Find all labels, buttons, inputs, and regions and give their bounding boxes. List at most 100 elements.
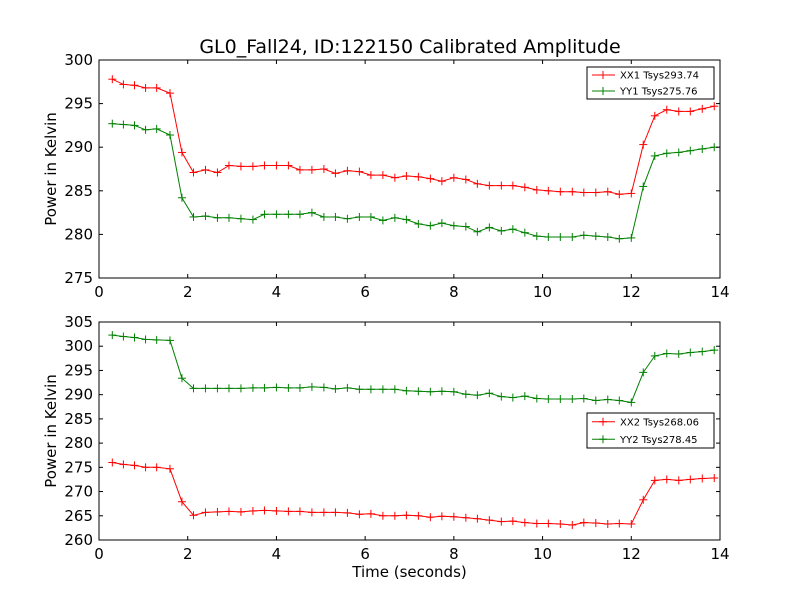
x-tick-label: 4 xyxy=(272,545,282,563)
x-tick-label: 8 xyxy=(449,545,459,563)
data-point xyxy=(355,167,364,176)
y-tick-label: 295 xyxy=(64,95,93,113)
data-point xyxy=(189,212,198,221)
data-point xyxy=(284,161,293,170)
legend-entry: XX2 Tsys268.06 xyxy=(592,417,699,428)
data-point xyxy=(248,215,257,224)
data-point xyxy=(639,368,648,377)
data-point xyxy=(414,219,423,228)
chart-title: GL0_Fall24, ID:122150 Calibrated Amplitu… xyxy=(199,36,620,58)
data-point xyxy=(686,475,695,484)
y-tick-label: 285 xyxy=(64,410,93,428)
data-point xyxy=(686,348,695,357)
data-point xyxy=(177,193,186,202)
data-point xyxy=(130,121,139,130)
data-point xyxy=(508,225,517,234)
data-point xyxy=(662,349,671,358)
data-point xyxy=(650,476,659,485)
data-point xyxy=(355,385,364,394)
legend-entry: YY2 Tsys278.45 xyxy=(592,435,698,446)
data-point xyxy=(236,507,245,516)
data-point xyxy=(248,162,257,171)
data-point xyxy=(437,387,446,396)
data-point xyxy=(497,392,506,401)
data-point xyxy=(402,215,411,224)
x-tick-label: 6 xyxy=(360,283,370,301)
data-point xyxy=(544,395,553,404)
data-point xyxy=(591,519,600,528)
data-point xyxy=(108,75,117,84)
y-tick-label: 300 xyxy=(64,337,93,355)
y-tick-label: 275 xyxy=(64,458,93,476)
data-point xyxy=(272,161,281,170)
data-point xyxy=(650,111,659,120)
data-point xyxy=(497,181,506,190)
data-point xyxy=(355,510,364,519)
data-point xyxy=(532,394,541,403)
x-tick-label: 10 xyxy=(533,283,552,301)
data-point xyxy=(650,351,659,360)
y-tick-label: 280 xyxy=(64,225,93,243)
data-point xyxy=(295,383,304,392)
data-point xyxy=(544,233,553,242)
data-point xyxy=(343,214,352,223)
series-line xyxy=(112,462,715,526)
legend-label: YY2 Tsys278.45 xyxy=(619,435,698,446)
data-point xyxy=(698,144,707,153)
data-point xyxy=(591,232,600,241)
x-tick-label: 12 xyxy=(622,545,641,563)
data-point xyxy=(390,213,399,222)
data-point xyxy=(260,210,269,219)
data-point xyxy=(414,387,423,396)
data-point xyxy=(639,495,648,504)
data-point xyxy=(119,80,128,89)
x-tick-label: 10 xyxy=(533,545,552,563)
data-point xyxy=(426,221,435,230)
y-axis-label: Power in Kelvin xyxy=(42,112,60,226)
data-point xyxy=(544,186,553,195)
data-point xyxy=(177,374,186,383)
legend-box xyxy=(586,412,715,449)
data-point xyxy=(556,520,565,529)
data-point xyxy=(508,393,517,402)
x-tick-label: 8 xyxy=(449,283,459,301)
y-tick-label: 265 xyxy=(64,507,93,525)
data-point xyxy=(331,169,340,178)
data-point xyxy=(343,166,352,175)
data-point xyxy=(449,387,458,396)
data-point xyxy=(568,520,577,529)
y-tick-label: 290 xyxy=(64,386,93,404)
data-point xyxy=(119,332,128,341)
data-point xyxy=(119,120,128,129)
data-point xyxy=(461,222,470,231)
data-point xyxy=(556,187,565,196)
y-tick-label: 260 xyxy=(64,531,93,549)
data-point xyxy=(331,384,340,393)
data-point xyxy=(152,463,161,472)
data-point xyxy=(497,517,506,526)
legend-entry: YY1 Tsys275.76 xyxy=(592,87,698,98)
data-point xyxy=(473,179,482,188)
data-point xyxy=(307,508,316,517)
data-point xyxy=(603,395,612,404)
data-point xyxy=(686,107,695,116)
data-point xyxy=(449,173,458,182)
data-point xyxy=(366,212,375,221)
data-point xyxy=(177,497,186,506)
y-tick-label: 275 xyxy=(64,269,93,287)
data-point xyxy=(485,181,494,190)
legend-label: XX1 Tsys293.74 xyxy=(620,71,699,82)
data-point xyxy=(520,518,529,527)
data-point xyxy=(378,216,387,225)
data-point xyxy=(579,518,588,527)
data-point xyxy=(532,232,541,241)
data-point xyxy=(520,183,529,192)
data-point xyxy=(473,514,482,523)
data-point xyxy=(426,513,435,522)
data-point xyxy=(662,475,671,484)
data-point xyxy=(272,210,281,219)
data-point xyxy=(141,463,150,472)
data-point xyxy=(236,384,245,393)
data-point xyxy=(449,221,458,230)
data-point xyxy=(686,146,695,155)
